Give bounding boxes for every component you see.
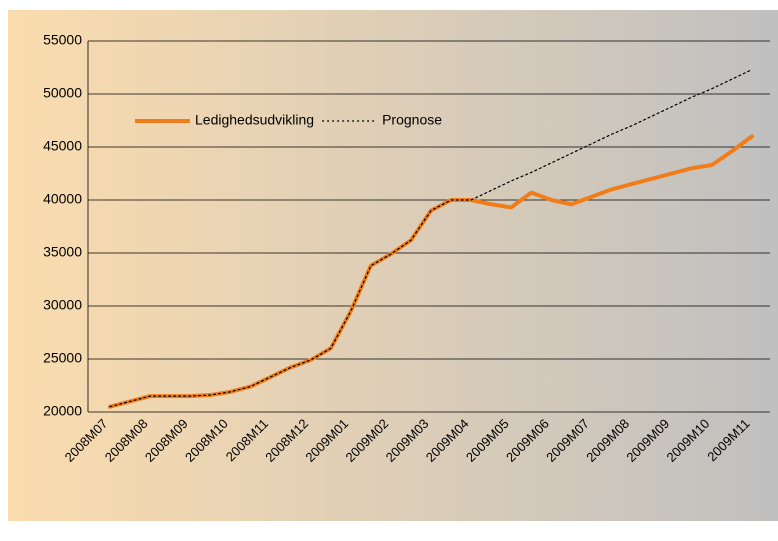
y-tick-label: 20000	[43, 403, 82, 419]
chart-background	[8, 10, 778, 521]
legend-label: Prognose	[382, 112, 442, 128]
y-tick-label: 25000	[43, 350, 82, 366]
y-tick-label: 30000	[43, 297, 82, 313]
y-tick-label: 40000	[43, 191, 82, 207]
y-tick-label: 50000	[43, 85, 82, 101]
legend-label: Ledighedsudvikling	[195, 112, 314, 128]
line-series	[109, 69, 753, 408]
y-tick-label: 35000	[43, 244, 82, 260]
y-tick-label: 45000	[43, 138, 82, 154]
y-tick-label: 55000	[43, 32, 82, 48]
